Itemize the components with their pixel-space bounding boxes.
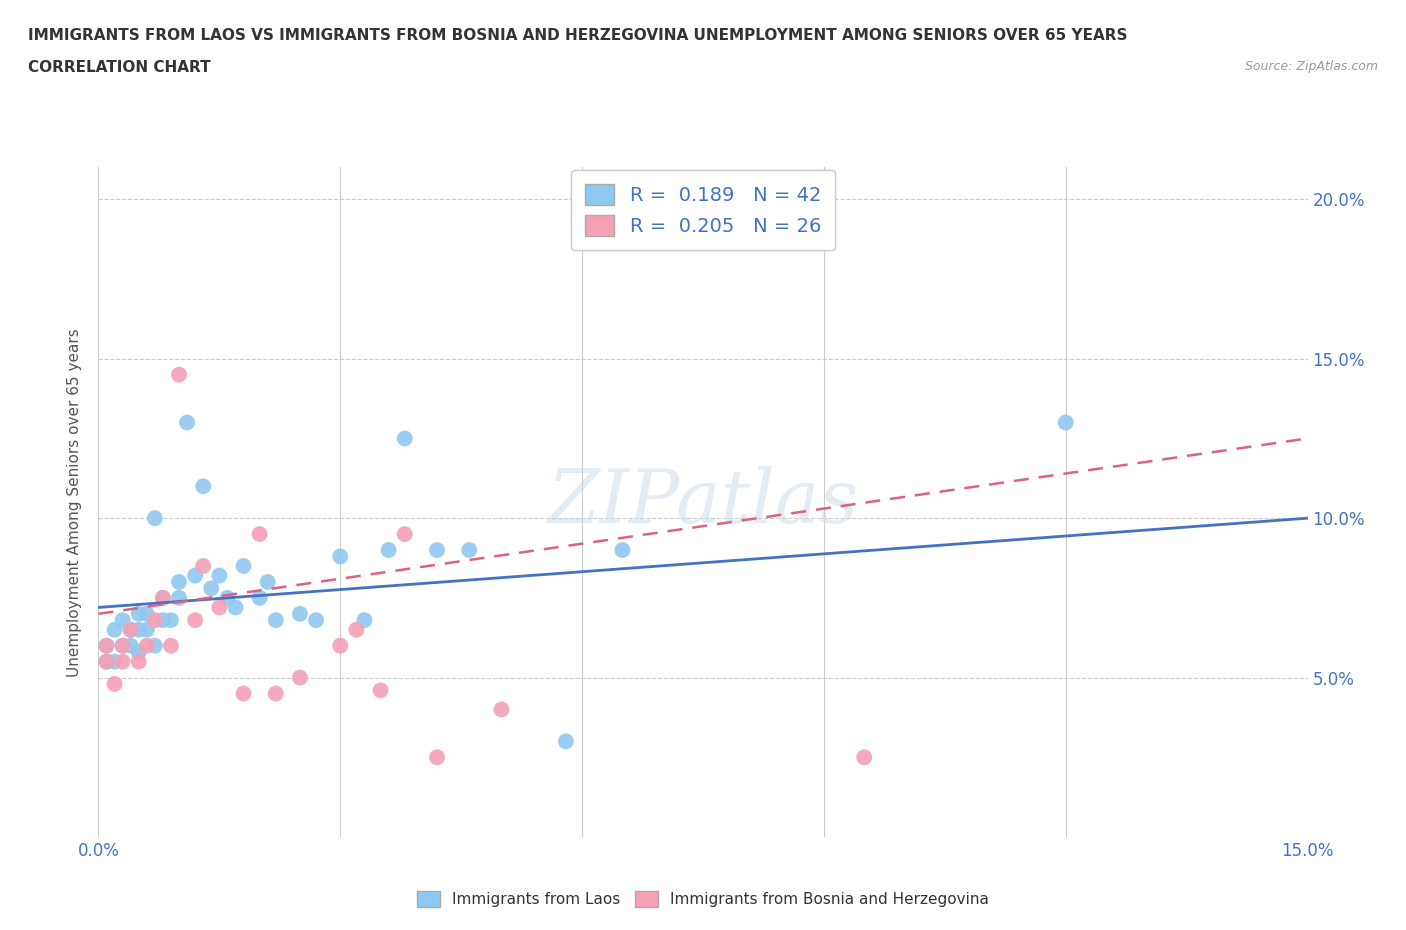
Point — [143, 613, 166, 628]
Point — [329, 638, 352, 653]
Point — [426, 542, 449, 557]
Point — [232, 559, 254, 574]
Point — [120, 622, 142, 637]
Point — [135, 622, 157, 637]
Point — [96, 654, 118, 669]
Point — [184, 613, 207, 628]
Point — [143, 511, 166, 525]
Point — [167, 575, 190, 590]
Point — [96, 654, 118, 669]
Point — [426, 750, 449, 764]
Point — [370, 683, 392, 698]
Point — [264, 686, 287, 701]
Y-axis label: Unemployment Among Seniors over 65 years: Unemployment Among Seniors over 65 years — [67, 328, 83, 677]
Point — [152, 591, 174, 605]
Point — [160, 638, 183, 653]
Point — [111, 638, 134, 653]
Point — [176, 415, 198, 430]
Point — [1054, 415, 1077, 430]
Point — [264, 613, 287, 628]
Point — [256, 575, 278, 590]
Point — [135, 606, 157, 621]
Point — [193, 479, 215, 494]
Point — [135, 638, 157, 653]
Point — [120, 622, 142, 637]
Point — [249, 526, 271, 541]
Point — [394, 431, 416, 445]
Point — [288, 671, 311, 685]
Text: Source: ZipAtlas.com: Source: ZipAtlas.com — [1244, 60, 1378, 73]
Point — [193, 559, 215, 574]
Point — [111, 613, 134, 628]
Point — [344, 622, 367, 637]
Point — [103, 654, 125, 669]
Point — [491, 702, 513, 717]
Point — [208, 568, 231, 583]
Point — [200, 581, 222, 596]
Point — [224, 600, 246, 615]
Point — [555, 734, 578, 749]
Point — [167, 591, 190, 605]
Point — [612, 542, 634, 557]
Point — [111, 654, 134, 669]
Point — [208, 600, 231, 615]
Point — [305, 613, 328, 628]
Point — [103, 622, 125, 637]
Point — [103, 676, 125, 691]
Legend: Immigrants from Laos, Immigrants from Bosnia and Herzegovina: Immigrants from Laos, Immigrants from Bo… — [411, 884, 995, 913]
Point — [143, 638, 166, 653]
Point — [152, 613, 174, 628]
Text: IMMIGRANTS FROM LAOS VS IMMIGRANTS FROM BOSNIA AND HERZEGOVINA UNEMPLOYMENT AMON: IMMIGRANTS FROM LAOS VS IMMIGRANTS FROM … — [28, 28, 1128, 43]
Point — [184, 568, 207, 583]
Point — [458, 542, 481, 557]
Point — [329, 549, 352, 564]
Point — [160, 613, 183, 628]
Point — [128, 644, 150, 659]
Text: CORRELATION CHART: CORRELATION CHART — [28, 60, 211, 75]
Point — [120, 638, 142, 653]
Point — [128, 606, 150, 621]
Point — [96, 638, 118, 653]
Point — [377, 542, 399, 557]
Point — [111, 638, 134, 653]
Point — [232, 686, 254, 701]
Point — [152, 591, 174, 605]
Legend: R =  0.189   N = 42, R =  0.205   N = 26: R = 0.189 N = 42, R = 0.205 N = 26 — [571, 170, 835, 250]
Point — [217, 591, 239, 605]
Point — [853, 750, 876, 764]
Point — [394, 526, 416, 541]
Point — [288, 606, 311, 621]
Point — [96, 638, 118, 653]
Point — [128, 622, 150, 637]
Point — [353, 613, 375, 628]
Point — [128, 654, 150, 669]
Point — [167, 367, 190, 382]
Text: ZIPatlas: ZIPatlas — [547, 466, 859, 538]
Point — [249, 591, 271, 605]
